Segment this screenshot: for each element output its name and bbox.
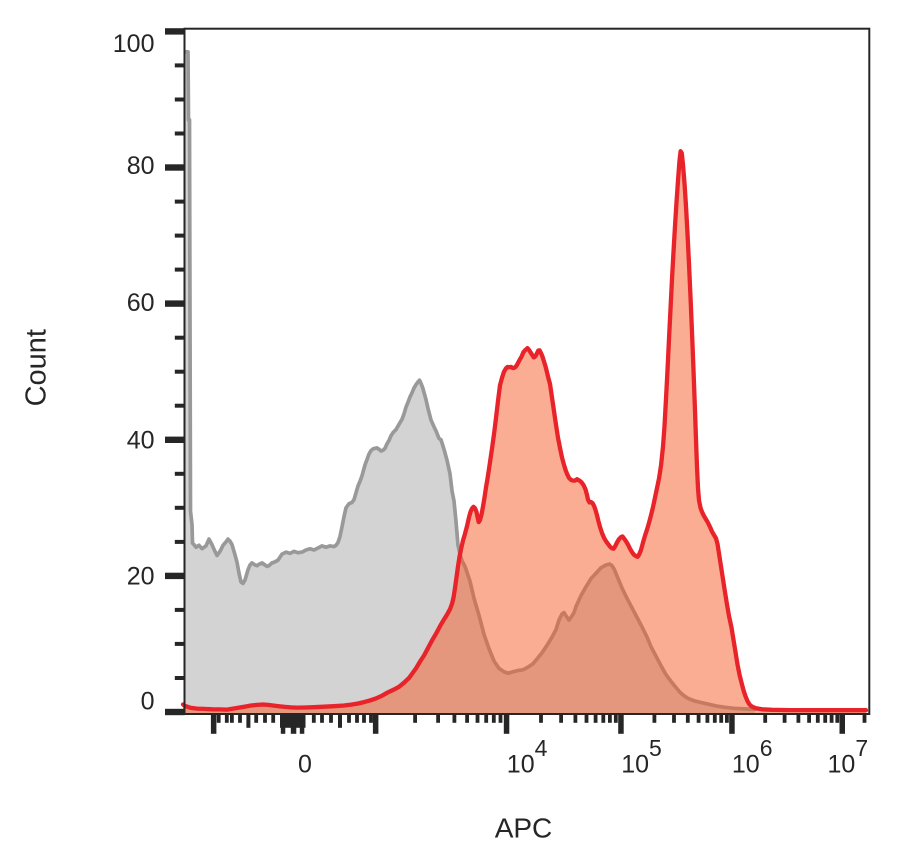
svg-text:60: 60 — [127, 289, 155, 317]
svg-text:80: 80 — [127, 152, 155, 180]
svg-text:20: 20 — [127, 563, 155, 591]
svg-text:APC: APC — [495, 813, 553, 844]
svg-text:Count: Count — [21, 329, 53, 406]
svg-text:100: 100 — [113, 30, 155, 58]
svg-text:0: 0 — [298, 750, 312, 778]
svg-text:40: 40 — [127, 427, 155, 455]
svg-text:0: 0 — [141, 688, 155, 716]
